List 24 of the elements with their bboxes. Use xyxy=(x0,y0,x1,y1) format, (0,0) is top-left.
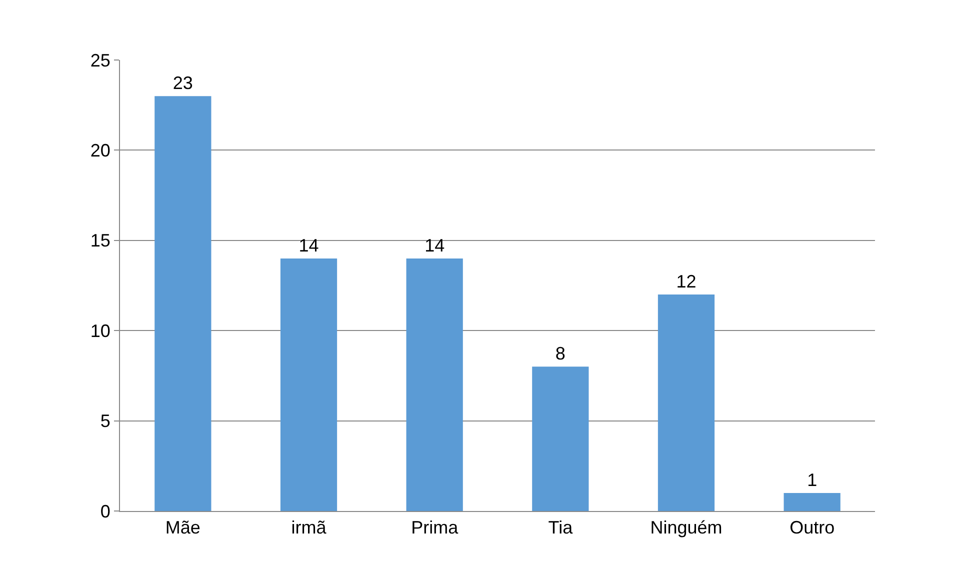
data-label: 1 xyxy=(807,470,818,490)
data-label: 14 xyxy=(424,235,445,256)
bar xyxy=(406,258,463,511)
bar xyxy=(154,96,212,511)
y-tick-label: 10 xyxy=(90,320,110,341)
bar xyxy=(658,294,715,511)
y-tick-label: 15 xyxy=(90,230,110,251)
y-tick-label: 25 xyxy=(90,50,110,70)
x-tick-label: Mãe xyxy=(165,518,200,538)
data-label: 14 xyxy=(298,235,319,256)
y-tick-label: 0 xyxy=(100,501,110,522)
x-tick-label: Tia xyxy=(548,518,574,538)
data-label: 12 xyxy=(676,272,696,292)
y-tick-label: 5 xyxy=(100,411,110,432)
bar xyxy=(280,258,338,511)
data-label: 8 xyxy=(555,344,566,364)
data-label: 23 xyxy=(172,73,193,94)
bar xyxy=(532,366,589,511)
y-tick-label: 20 xyxy=(90,140,110,160)
x-tick-label: Outro xyxy=(790,518,835,538)
x-tick-label: Ninguém xyxy=(650,518,722,538)
x-tick-label: irmã xyxy=(291,518,328,538)
x-tick-label: Prima xyxy=(411,518,460,538)
bar xyxy=(784,492,840,511)
